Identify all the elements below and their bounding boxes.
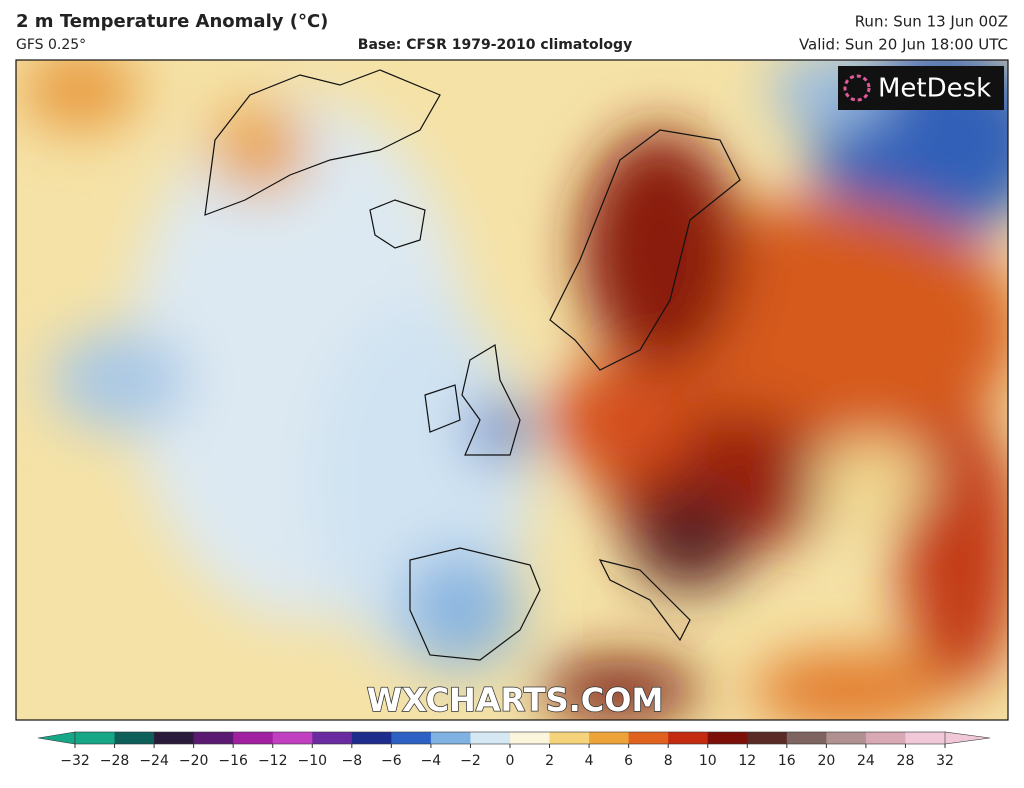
colorbar-segment [470, 732, 511, 744]
colorbar-tick-label: −4 [421, 753, 442, 769]
colorbar-tick-label: 4 [585, 753, 594, 769]
colorbar-segment [747, 732, 788, 744]
base: Base: CFSR 1979-2010 climatology [358, 37, 632, 53]
colorbar-tick-label: −16 [218, 753, 248, 769]
watermark: WXCHARTS.COM [367, 681, 664, 719]
colorbar-tick-label: −20 [179, 753, 209, 769]
colorbar-tick-label: 12 [738, 753, 756, 769]
map-frame [15, 59, 1009, 721]
colorbar-tick-label: 10 [699, 753, 717, 769]
colorbar-extend-low [37, 731, 76, 745]
colorbar-tick-label: −28 [100, 753, 130, 769]
colorbar-tick-label: −24 [139, 753, 169, 769]
title: 2 m Temperature Anomaly (°C) [16, 11, 328, 32]
colorbar-segment [905, 732, 946, 744]
colorbar-tick-label: 32 [936, 753, 954, 769]
colorbar-segment [549, 732, 590, 744]
colorbar-tick-label: −8 [341, 753, 362, 769]
coastlines [204, 69, 741, 661]
logo-icon [843, 74, 871, 102]
colorbar-tick-label: 0 [506, 753, 515, 769]
colorbar-tick-label: −32 [60, 753, 90, 769]
valid: Valid: Sun 20 Jun 18:00 UTC [799, 36, 1008, 54]
anomaly-field [20, 60, 1008, 720]
colorbar-segment [628, 732, 669, 744]
colorbar-segment [430, 732, 471, 744]
colorbar-tick-label: 2 [545, 753, 554, 769]
run: Run: Sun 13 Jun 00Z [855, 13, 1008, 31]
logo: MetDesk [878, 74, 991, 104]
colorbar-segment [272, 732, 313, 744]
colorbar-segment [233, 732, 274, 744]
colorbar-segment [589, 732, 630, 744]
colorbar-tick-label: −12 [258, 753, 288, 769]
colorbar-segment [193, 732, 234, 744]
colorbar-tick-label: −2 [460, 753, 481, 769]
colorbar: −32 −28 −24 −20 −16 −12 −10 −8 −6 −4 −2 0 2 4 6 8 10 12 16… [37, 731, 991, 769]
colorbar-segment [510, 732, 551, 744]
colorbar-segment [707, 732, 748, 744]
colorbar-tick-label: 16 [778, 753, 796, 769]
colorbar-segment [351, 732, 392, 744]
logo-box [838, 66, 1004, 110]
colorbar-segment [391, 732, 432, 744]
colorbar-segment [668, 732, 709, 744]
colorbar-tick-label: 28 [897, 753, 915, 769]
colorbar-tick-label: 6 [624, 753, 633, 769]
colorbar-segment [312, 732, 353, 744]
colorbar-segment [114, 732, 155, 744]
map: MetDesk WXCHARTS.COM [16, 60, 1008, 720]
model: GFS 0.25° [16, 37, 86, 53]
colorbar-segment [865, 732, 906, 744]
colorbar-tick-label: 24 [857, 753, 875, 769]
colorbar-segment [75, 732, 116, 744]
colorbar-extend-high [944, 731, 991, 745]
colorbar-segment [154, 732, 195, 744]
colorbar-tick-label: −6 [381, 753, 402, 769]
colorbar-segment [786, 732, 827, 744]
colorbar-tick-label: 8 [664, 753, 673, 769]
colorbar-tick-label: −10 [297, 753, 327, 769]
colorbar-segment [826, 732, 867, 744]
colorbar-tick-label: 20 [817, 753, 835, 769]
